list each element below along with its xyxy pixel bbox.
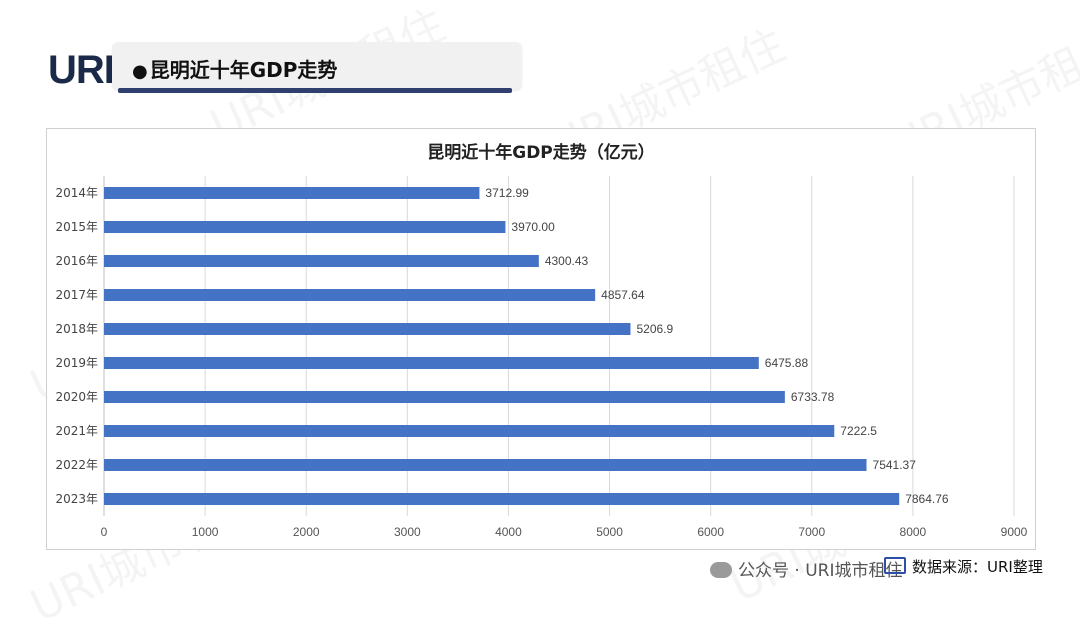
source-label: 数据来源：URI整理	[912, 558, 1043, 576]
bullet-icon: ●	[132, 61, 148, 82]
x-tick-label: 0	[101, 525, 108, 539]
data-source: 数据来源：URI整理	[884, 556, 1043, 577]
data-label: 6475.88	[765, 356, 809, 370]
y-tick-label: 2015年	[55, 220, 98, 234]
bar	[104, 459, 867, 471]
data-label: 7222.5	[840, 424, 877, 438]
x-tick-label: 3000	[394, 525, 421, 539]
y-tick-label: 2016年	[55, 254, 98, 268]
header-underline	[118, 88, 512, 93]
data-label: 6733.78	[791, 390, 835, 404]
data-label: 3712.99	[485, 186, 529, 200]
y-tick-label: 2018年	[55, 322, 98, 336]
y-tick-label: 2023年	[55, 492, 98, 506]
wechat-label: 公众号 · URI城市租住	[738, 561, 903, 581]
bar	[104, 425, 835, 437]
data-label: 7541.37	[873, 458, 917, 472]
x-tick-label: 5000	[596, 525, 623, 539]
bar	[104, 391, 785, 403]
bar	[104, 255, 539, 267]
bar	[104, 357, 759, 369]
bar	[104, 323, 631, 335]
x-tick-label: 6000	[697, 525, 724, 539]
data-label: 4300.43	[545, 254, 589, 268]
x-tick-label: 1000	[192, 525, 219, 539]
y-tick-label: 2017年	[55, 288, 98, 302]
x-tick-label: 9000	[1001, 525, 1028, 539]
x-tick-label: 8000	[900, 525, 927, 539]
bar	[104, 493, 900, 505]
bar-chart: 0 1000 2000 3000 4000 5000 6000 7000 8000 9000 201…	[55, 176, 1028, 539]
chart-title: 昆明近十年GDP走势（亿元）	[427, 143, 655, 163]
bar	[104, 187, 480, 199]
y-tick-label: 2019年	[55, 356, 98, 370]
bar	[104, 289, 596, 301]
data-label: 5206.9	[636, 322, 673, 336]
x-tick-label: 4000	[495, 525, 522, 539]
monitor-icon	[884, 557, 906, 574]
x-tick-label: 2000	[293, 525, 320, 539]
y-tick-label: 2022年	[55, 458, 98, 472]
page-title-text: 昆明近十年GDP走势	[149, 58, 338, 82]
logo-text: URI	[48, 48, 115, 92]
data-label: 7864.76	[905, 492, 949, 506]
page-title: ● 昆明近十年GDP走势	[132, 54, 337, 83]
uri-logo: URI	[48, 48, 115, 93]
y-tick-label: 2021年	[55, 424, 98, 438]
wechat-icon	[710, 562, 732, 578]
wechat-footer: 公众号 · URI城市租住	[710, 556, 902, 581]
x-tick-label: 7000	[798, 525, 825, 539]
y-tick-label: 2014年	[55, 186, 98, 200]
data-label: 4857.64	[601, 288, 645, 302]
y-tick-label: 2020年	[55, 390, 98, 404]
data-label: 3970.00	[511, 220, 555, 234]
header-box	[112, 42, 522, 90]
bar	[104, 221, 506, 233]
